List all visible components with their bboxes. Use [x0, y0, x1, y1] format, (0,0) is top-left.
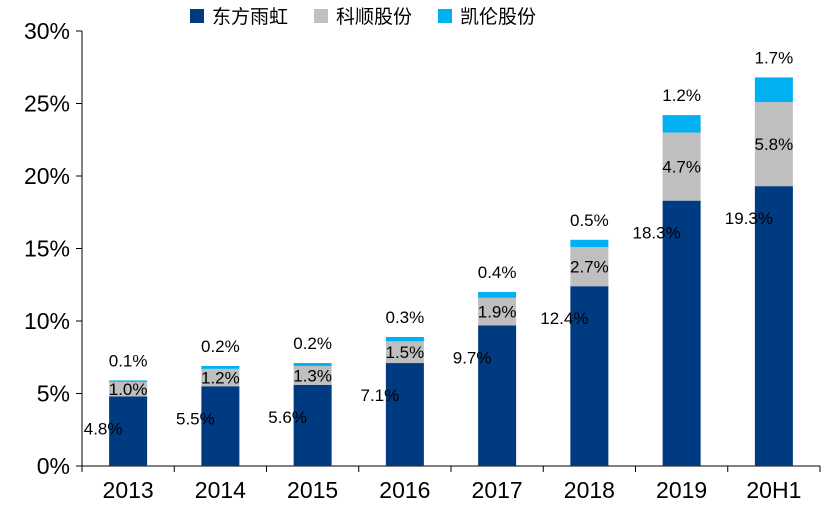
bar-0-0 [109, 396, 148, 466]
bar-1-5 [570, 247, 609, 287]
data-label-series-2: 0.2% [201, 337, 240, 356]
plot-area: 0% 5% 10% 15% 20% 25% 30% 4.8% 1.0% 0.1% 2013 5.5% 1… [24, 18, 821, 503]
data-label-series-1: 1.9% [478, 303, 517, 322]
x-tick-label: 2016 [379, 477, 430, 503]
legend-item-series-0: 东方雨虹 [190, 2, 288, 29]
bar-1-1 [201, 368, 240, 387]
bar-0-7 [754, 186, 793, 466]
data-label-series-0: 12.4% [540, 309, 588, 328]
data-label-series-0: 5.5% [176, 409, 215, 428]
data-label-series-1: 5.8% [755, 135, 794, 154]
legend-item-series-2: 凯伦股份 [438, 2, 536, 29]
bar-2-7 [754, 77, 793, 103]
data-label-series-1: 1.0% [109, 380, 148, 399]
y-tick-label: 10% [24, 308, 70, 334]
legend-label-series-1: 科顺股份 [336, 6, 413, 28]
x-tick-label: 2015 [287, 477, 338, 503]
data-label-series-2: 0.3% [386, 308, 425, 327]
bar-1-3 [385, 341, 424, 364]
bar-1-4 [478, 297, 517, 326]
data-label-series-2: 0.2% [293, 334, 332, 353]
legend-label-series-0: 东方雨虹 [212, 6, 289, 28]
x-tick-label: 2017 [472, 477, 523, 503]
bar-2-4 [478, 292, 517, 298]
bar-2-1 [201, 365, 240, 369]
data-label-series-0: 4.8% [84, 419, 123, 438]
legend-swatch-series-2 [438, 8, 453, 23]
data-label-series-2: 1.7% [755, 48, 794, 67]
y-tick-label: 0% [37, 453, 70, 479]
data-label-series-2: 1.2% [662, 86, 701, 105]
data-label-series-1: 4.7% [662, 158, 701, 177]
bar-0-2 [293, 384, 332, 466]
legend-swatch-series-1 [314, 8, 329, 23]
bar-1-7 [754, 102, 793, 187]
data-label-series-2: 0.1% [109, 351, 148, 370]
data-label-series-0: 18.3% [633, 224, 681, 243]
data-label-series-1: 2.7% [570, 258, 609, 277]
bar-0-4 [478, 325, 517, 466]
legend-swatch-series-0 [190, 8, 204, 23]
y-tick-label: 25% [24, 91, 70, 117]
bar-1-6 [662, 132, 701, 201]
bar-2-3 [385, 336, 424, 342]
x-tick-label: 2019 [656, 477, 707, 503]
x-tick-label: 2013 [103, 477, 154, 503]
bar-2-5 [570, 239, 609, 248]
data-label-series-1: 1.5% [386, 343, 425, 362]
data-label-series-2: 0.5% [570, 211, 609, 230]
data-label-series-2: 0.4% [478, 263, 517, 282]
x-tick-label: 20H1 [746, 477, 801, 503]
y-tick-label: 20% [24, 163, 70, 189]
legend: 东方雨虹 科顺股份 凯伦股份 [190, 2, 536, 29]
bar-0-3 [385, 363, 424, 466]
x-tick-label: 2014 [195, 477, 246, 503]
legend-label-series-2: 凯伦股份 [460, 6, 537, 28]
legend-item-series-1: 科顺股份 [314, 2, 412, 29]
bar-2-0 [109, 380, 148, 382]
bar-2-6 [662, 115, 701, 133]
data-label-series-0: 7.1% [361, 386, 400, 405]
data-label-series-0: 19.3% [725, 209, 773, 228]
data-label-series-1: 1.2% [201, 369, 240, 388]
bar-0-6 [662, 200, 701, 466]
x-tick-label: 2018 [564, 477, 615, 503]
y-tick-label: 5% [37, 381, 70, 407]
bar-1-0 [109, 381, 148, 397]
y-tick-label: 30% [24, 18, 70, 44]
bar-1-2 [293, 365, 332, 385]
data-label-series-0: 9.7% [453, 348, 492, 367]
bar-0-1 [201, 386, 240, 466]
y-tick-label: 15% [24, 236, 70, 262]
data-label-series-1: 1.3% [293, 366, 332, 385]
bar-2-2 [293, 363, 332, 366]
data-label-series-0: 5.6% [268, 408, 307, 427]
bar-0-5 [570, 286, 609, 466]
